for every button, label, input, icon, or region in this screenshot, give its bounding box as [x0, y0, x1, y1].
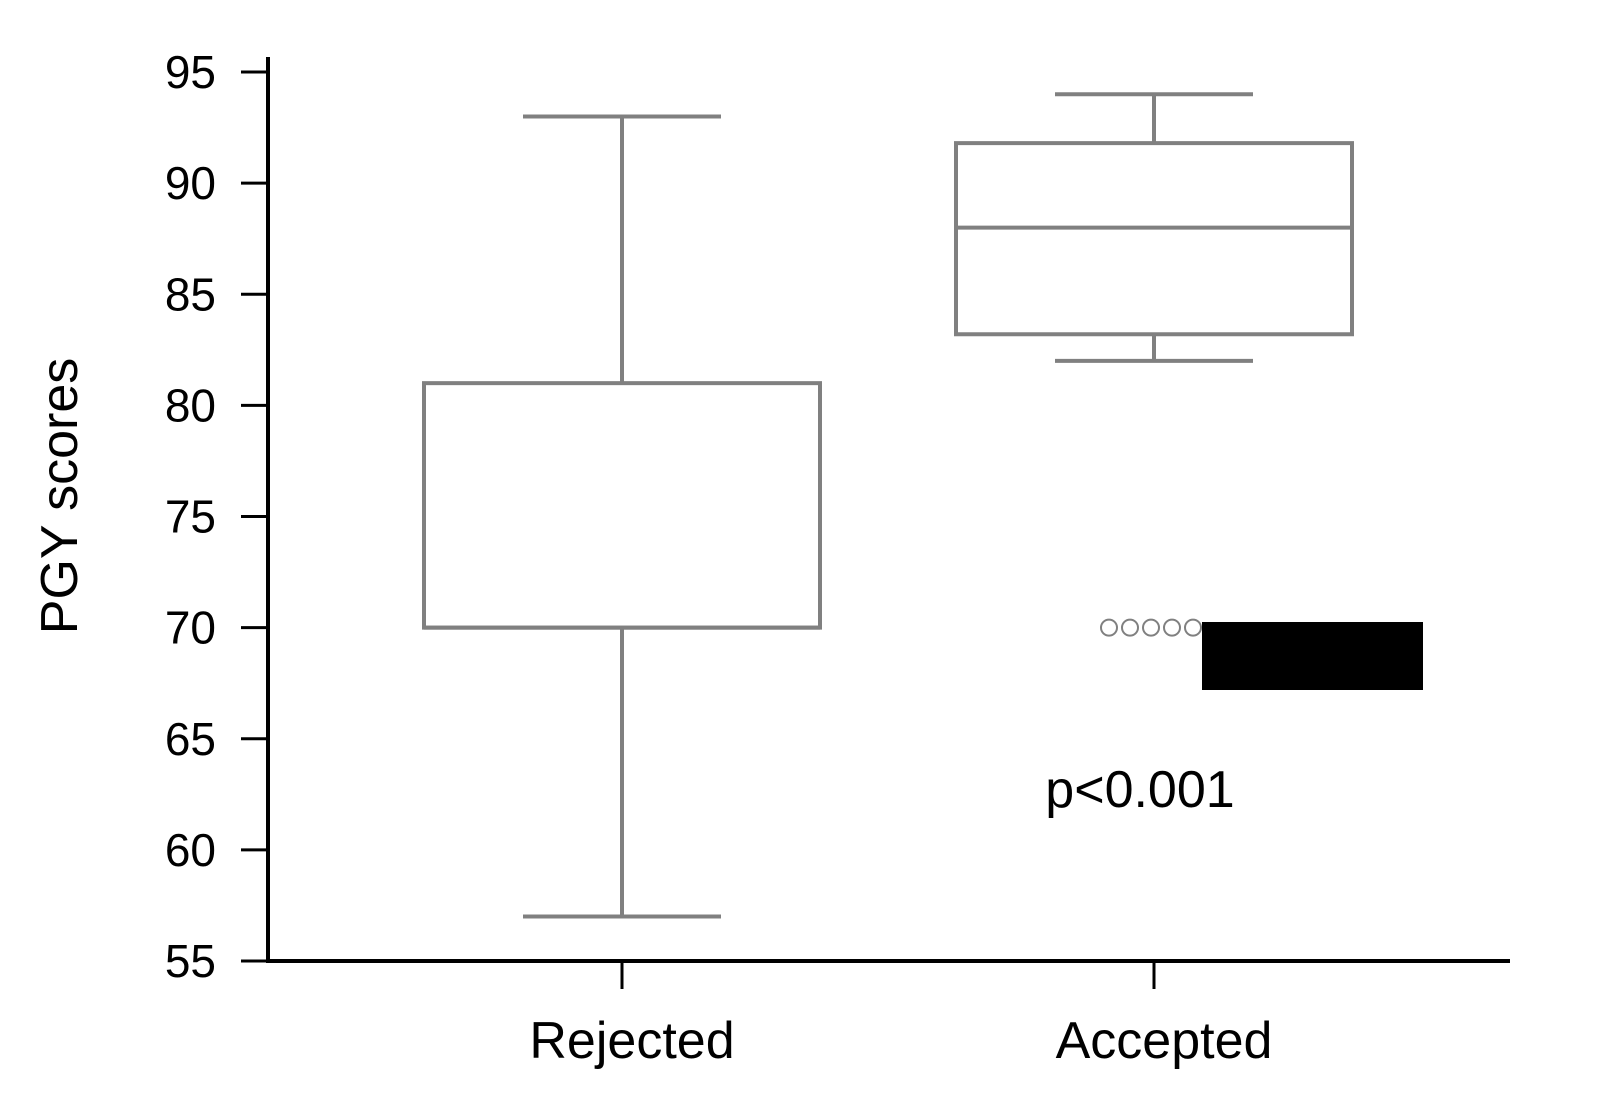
- box-accepted: [954, 92, 1354, 637]
- redaction-block: [1202, 622, 1423, 690]
- outlier-point-accepted: [1100, 618, 1118, 637]
- y-tick-label: 65: [165, 713, 216, 765]
- outlier-point-accepted: [1184, 618, 1202, 637]
- y-tick-label: 55: [165, 935, 216, 987]
- y-tick-label: 80: [165, 379, 216, 431]
- outlier-point-accepted: [1163, 618, 1181, 637]
- boxes-group: [422, 92, 1354, 919]
- p-value-annotation: p<0.001: [1045, 761, 1234, 819]
- box-rejected: [422, 114, 822, 919]
- annotation-group: p<0.001: [1045, 761, 1234, 819]
- y-tick-label: 90: [165, 157, 216, 209]
- y-tick-label: 75: [165, 491, 216, 543]
- iqr-box-accepted: [954, 141, 1354, 337]
- y-tick-label: 95: [165, 46, 216, 98]
- y-tick-label: 85: [165, 268, 216, 320]
- outlier-point-accepted: [1142, 618, 1160, 637]
- y-axis-title-group: PGY scores: [31, 358, 89, 634]
- x-tick-label-rejected: Rejected: [529, 1012, 734, 1070]
- x-tick-label-accepted: Accepted: [1056, 1012, 1273, 1070]
- y-tick-label: 60: [165, 824, 216, 876]
- axes-group: 55 60 65 70 75 80 85 90 95 Rejected Accepted: [165, 46, 1510, 1070]
- y-axis-title: PGY scores: [31, 358, 89, 634]
- outlier-point-accepted: [1121, 618, 1139, 637]
- y-tick-label: 70: [165, 602, 216, 654]
- iqr-box-rejected: [422, 381, 822, 630]
